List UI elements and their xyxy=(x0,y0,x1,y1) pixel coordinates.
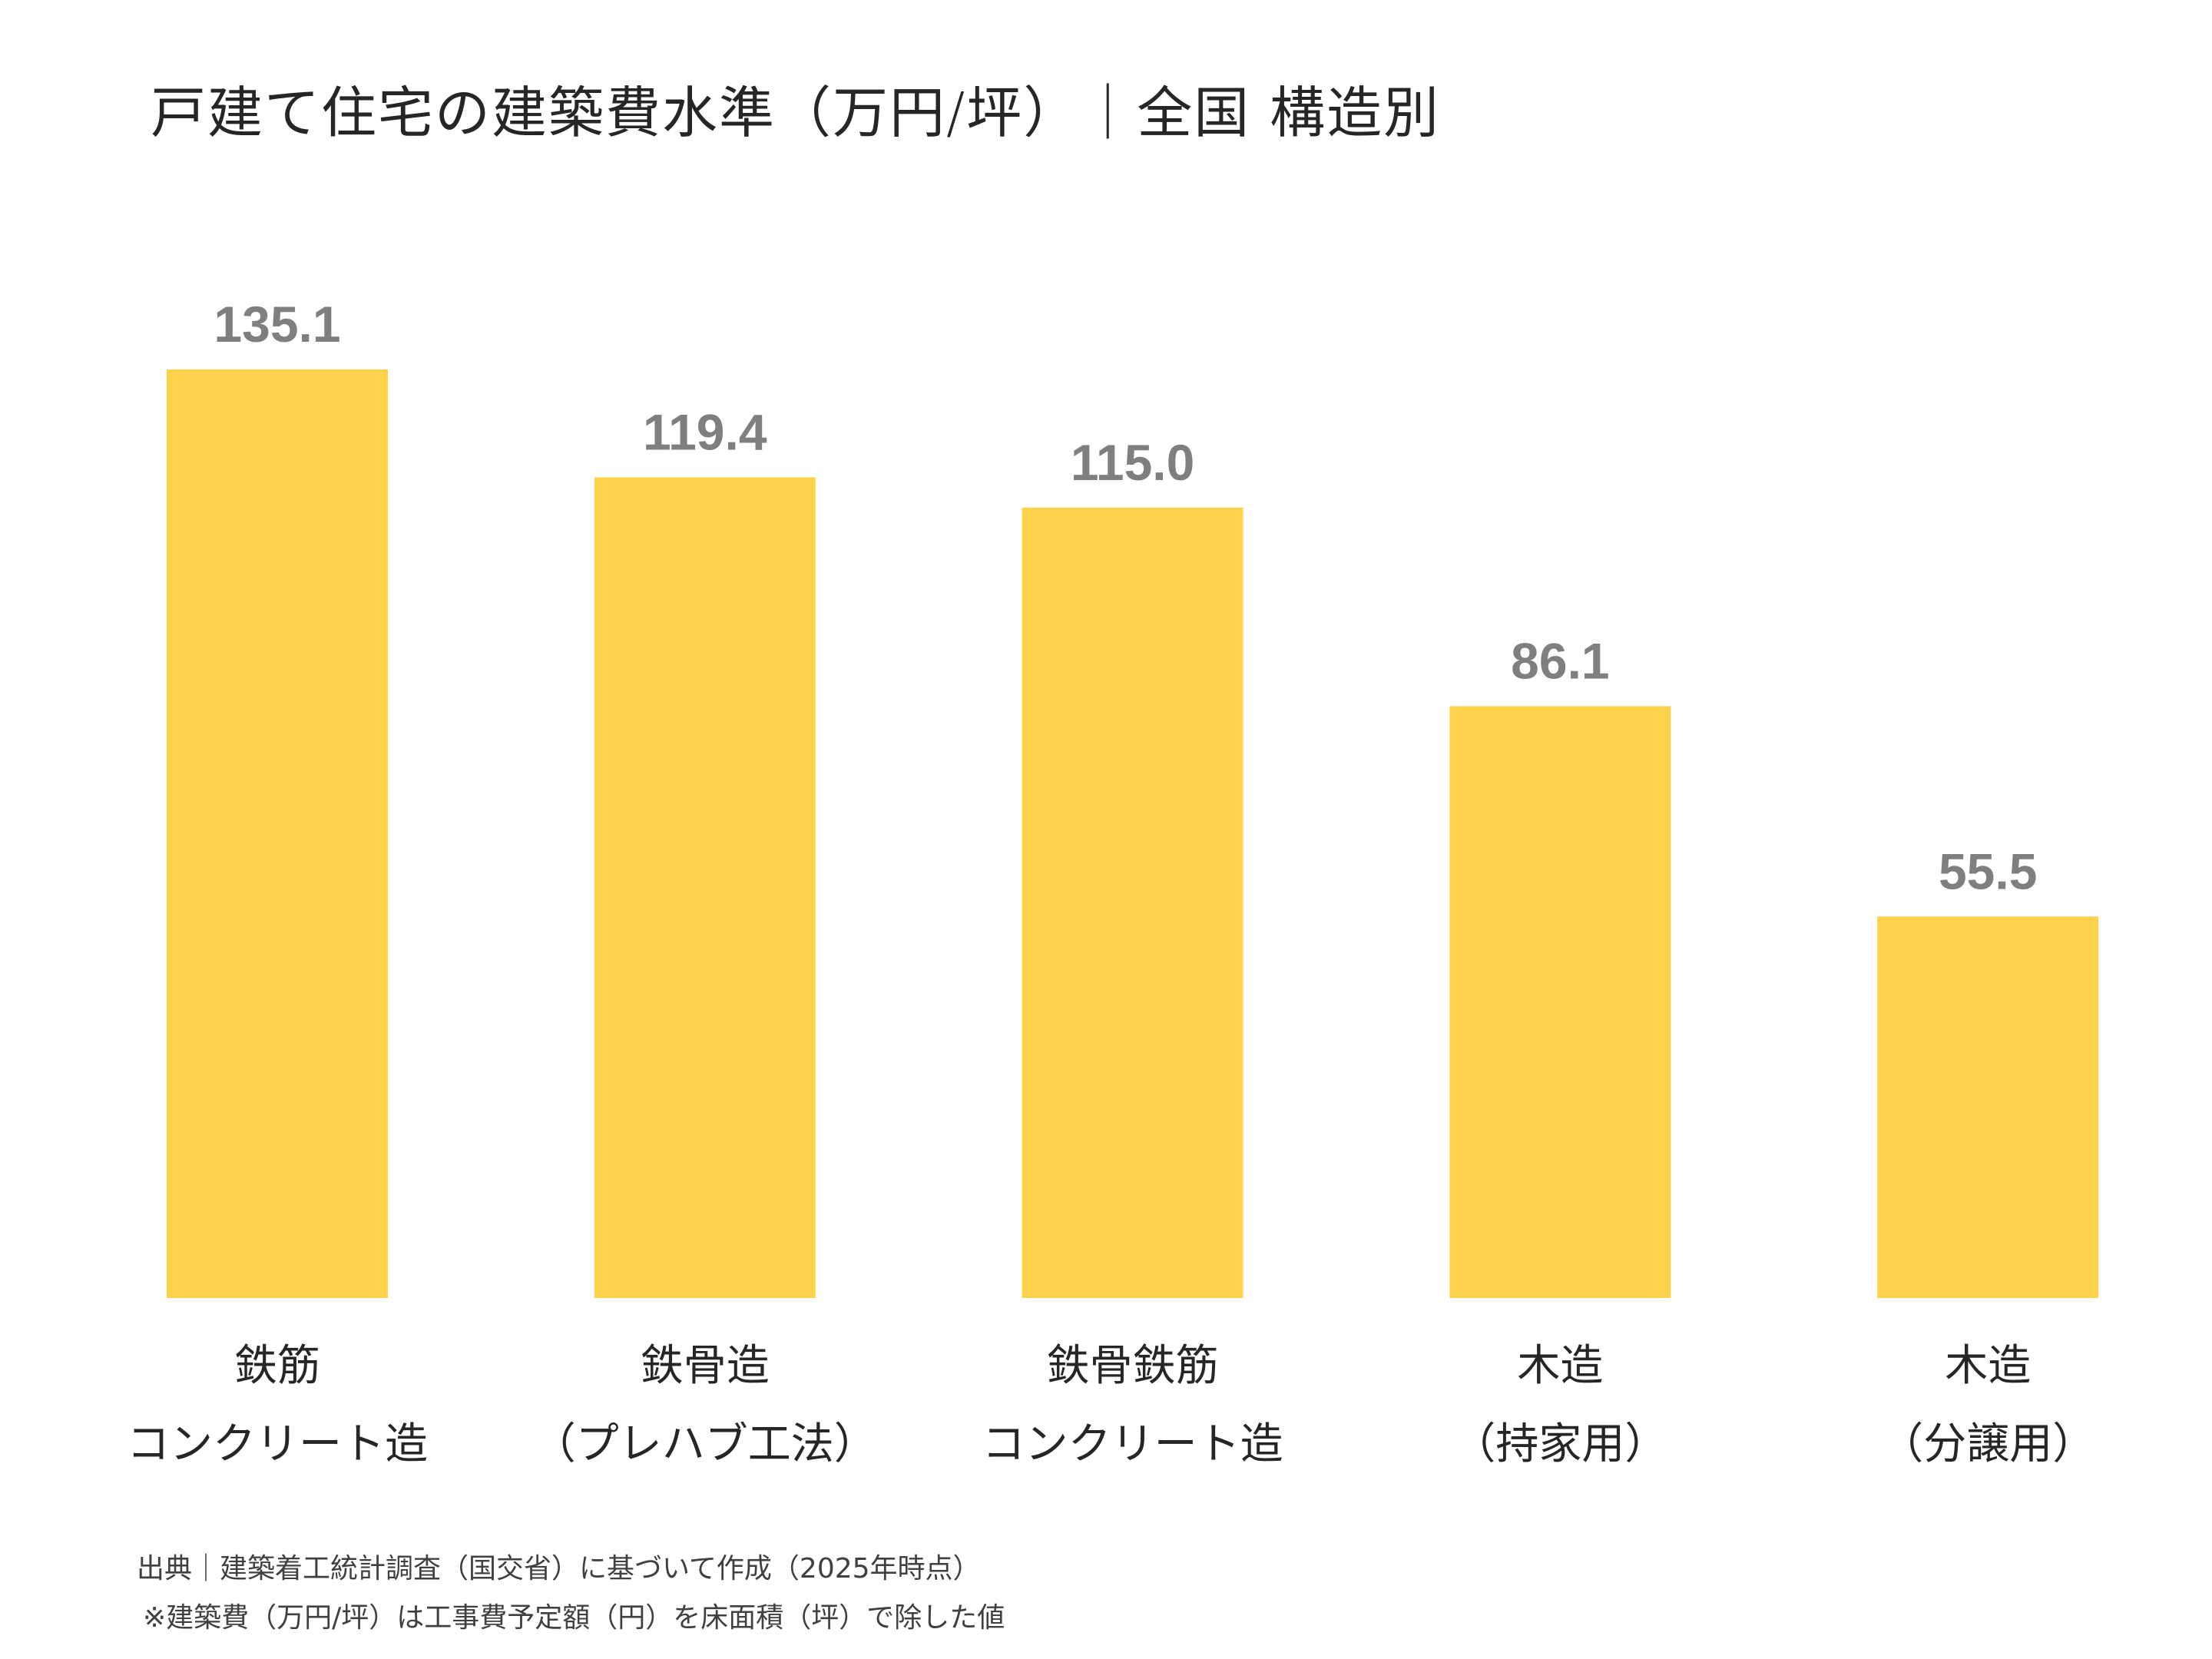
category-label: （分譲用） xyxy=(1880,1419,2095,1469)
bar xyxy=(1877,916,2099,1298)
data-label: 119.4 xyxy=(643,403,767,460)
bar xyxy=(594,477,816,1298)
data-label: 115.0 xyxy=(1071,434,1195,491)
category-label: コンクリート造 xyxy=(127,1419,428,1469)
category-label: 鉄筋 xyxy=(234,1341,320,1391)
data-label: 86.1 xyxy=(1511,632,1609,689)
bar xyxy=(167,369,388,1298)
calculation-note: ※建築費（万円/坪）は工事費予定額（円）を床面積（坪）で除した値 xyxy=(143,1602,1005,1634)
category-label: コンクリート造 xyxy=(982,1419,1283,1469)
category-label: （プレハブ工法） xyxy=(533,1419,877,1469)
data-label: 55.5 xyxy=(1939,843,2037,899)
category-label: 鉄骨鉄筋 xyxy=(1047,1341,1219,1391)
category-label: 鉄骨造 xyxy=(641,1341,770,1391)
category-label: 木造 xyxy=(1517,1341,1603,1391)
category-label: （持家用） xyxy=(1452,1419,1667,1469)
bar xyxy=(1449,706,1671,1298)
source-note: 出典｜建築着工統計調査（国交省）に基づいて作成（2025年時点） xyxy=(137,1553,981,1584)
category-label: 木造 xyxy=(1945,1341,2031,1391)
data-label: 135.1 xyxy=(214,296,340,353)
chart-title: 戸建て住宅の建築費水準（万円/坪）｜全国 構造別 xyxy=(151,81,1441,145)
bar xyxy=(1022,507,1243,1298)
